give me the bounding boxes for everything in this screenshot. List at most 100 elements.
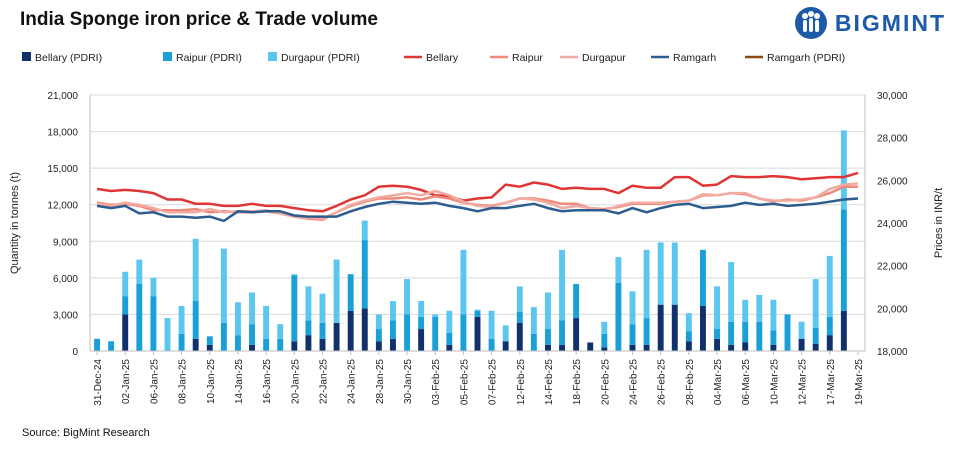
x-tick-label: 05-Feb-25 bbox=[459, 359, 470, 406]
bar-durgapur-pdri bbox=[333, 259, 340, 323]
x-tick-label: 04-Mar-25 bbox=[713, 359, 724, 406]
bar-raipur-pdri bbox=[418, 316, 425, 330]
y-right-tick-label: 30,000 bbox=[877, 91, 908, 102]
y-right-tick-label: 20,000 bbox=[877, 304, 908, 315]
bar-raipur-pdri bbox=[220, 322, 227, 351]
bar-durgapur-pdri bbox=[389, 301, 396, 321]
chart-legend: Bellary (PDRI) Raipur (PDRI) Durgapur (PDR… bbox=[22, 52, 845, 64]
bar-bellary-pdri bbox=[812, 343, 819, 351]
bar-bellary-pdri bbox=[840, 310, 847, 351]
bar-durgapur-pdri bbox=[446, 310, 453, 333]
bar-raipur-pdri bbox=[361, 240, 368, 309]
bar-durgapur-pdri bbox=[742, 299, 749, 322]
bar-raipur-pdri bbox=[319, 322, 326, 339]
x-tick-label: 31-Dec-24 bbox=[93, 359, 104, 406]
x-tick-label: 14-Feb-25 bbox=[544, 359, 555, 406]
bar-durgapur-pdri bbox=[220, 248, 227, 323]
bar-raipur-pdri bbox=[530, 333, 537, 351]
bar-durgapur-pdri bbox=[291, 274, 298, 276]
legend-swatch bbox=[163, 52, 172, 61]
bar-raipur-pdri bbox=[756, 321, 763, 351]
bar-durgapur-pdri bbox=[277, 324, 284, 339]
y-left-tick-label: 15,000 bbox=[47, 164, 78, 175]
bar-bellary-pdri bbox=[319, 338, 326, 351]
bar-raipur-pdri bbox=[601, 333, 608, 348]
bar-bellary-pdri bbox=[629, 344, 636, 351]
legend-label: Ramgarh (PDRI) bbox=[767, 52, 845, 64]
bar-bellary-pdri bbox=[798, 338, 805, 351]
bar-durgapur-pdri bbox=[615, 257, 622, 283]
bar-durgapur-pdri bbox=[643, 249, 650, 319]
bar-raipur-pdri bbox=[488, 338, 495, 351]
y-left-tick-label: 3,000 bbox=[53, 310, 78, 321]
legend-label: Bellary (PDRI) bbox=[35, 52, 102, 64]
x-tick-label: 14-Jan-25 bbox=[234, 359, 245, 404]
bar-durgapur-pdri bbox=[164, 318, 171, 351]
x-tick-label: 03-Feb-25 bbox=[431, 359, 442, 406]
bar-raipur-pdri bbox=[685, 331, 692, 342]
bar-raipur-pdri bbox=[474, 310, 481, 317]
bar-durgapur-pdri bbox=[178, 305, 185, 334]
bar-bellary-pdri bbox=[601, 347, 608, 351]
bar-durgapur-pdri bbox=[685, 313, 692, 332]
bar-durgapur-pdri bbox=[502, 325, 509, 342]
bar-bellary-pdri bbox=[305, 335, 312, 351]
legend-label: Raipur (PDRI) bbox=[176, 52, 242, 64]
line-ramgarh bbox=[96, 197, 859, 223]
bar-bellary-pdri bbox=[192, 338, 199, 351]
bar-raipur-pdri bbox=[150, 296, 157, 351]
bar-bellary-pdri bbox=[685, 341, 692, 351]
x-tick-label: 28-Jan-25 bbox=[375, 359, 386, 404]
line-series bbox=[96, 171, 859, 223]
bar-raipur-pdri bbox=[460, 314, 467, 351]
bar-durgapur-pdri bbox=[812, 279, 819, 328]
bar-raipur-pdri bbox=[305, 320, 312, 336]
bar-raipur-pdri bbox=[714, 329, 721, 339]
x-tick-label: 20-Feb-25 bbox=[600, 359, 611, 406]
bar-durgapur-pdri bbox=[657, 242, 664, 305]
bar-bellary-pdri bbox=[502, 341, 509, 351]
bar-bellary-pdri bbox=[474, 316, 481, 351]
bar-raipur-pdri bbox=[263, 338, 270, 351]
x-tick-label: 07-Feb-25 bbox=[488, 359, 499, 406]
x-tick-label: 17-Mar-25 bbox=[826, 359, 837, 406]
bar-bellary-pdri bbox=[333, 322, 340, 351]
bar-bellary-pdri bbox=[206, 344, 213, 351]
bar-raipur-pdri bbox=[94, 338, 101, 351]
bar-durgapur-pdri bbox=[559, 249, 566, 321]
bar-raipur-pdri bbox=[826, 316, 833, 336]
bar-durgapur-pdri bbox=[263, 305, 270, 339]
y-right-axis-title: Prices in INR/t bbox=[933, 188, 945, 258]
x-tick-label: 26-Feb-25 bbox=[657, 359, 668, 406]
bar-bellary-pdri bbox=[361, 308, 368, 351]
bar-bellary-pdri bbox=[714, 338, 721, 351]
legend-swatch bbox=[22, 52, 31, 61]
y-right-tick-label: 28,000 bbox=[877, 134, 908, 145]
bar-raipur-pdri bbox=[192, 301, 199, 339]
bar-durgapur-pdri bbox=[404, 279, 411, 315]
brand-name: BIGMINT bbox=[834, 9, 946, 36]
bar-bellary-pdri bbox=[291, 341, 298, 351]
bar-raipur-pdri bbox=[812, 327, 819, 344]
bar-durgapur-pdri bbox=[601, 321, 608, 334]
bar-raipur-pdri bbox=[178, 333, 185, 351]
legend-label: Ramgarh bbox=[673, 52, 716, 64]
bar-durgapur-pdri bbox=[798, 321, 805, 339]
bar-durgapur-pdri bbox=[375, 314, 382, 330]
bar-durgapur-pdri bbox=[714, 286, 721, 330]
y-right-tick-label: 22,000 bbox=[877, 262, 908, 273]
x-tick-label: 10-Jan-25 bbox=[206, 359, 217, 404]
bar-raipur-pdri bbox=[432, 316, 439, 351]
bar-bellary-pdri bbox=[375, 341, 382, 351]
bar-raipur-pdri bbox=[249, 324, 256, 345]
chart-title: India Sponge iron price & Trade volume bbox=[20, 9, 378, 30]
bar-bellary-pdri bbox=[699, 305, 706, 351]
bar-raipur-pdri bbox=[840, 209, 847, 311]
x-tick-label: 30-Jan-25 bbox=[403, 359, 414, 404]
bar-bellary-pdri bbox=[643, 344, 650, 351]
bigmint-logo-icon bbox=[794, 7, 827, 39]
bar-durgapur-pdri bbox=[488, 310, 495, 339]
x-tick-label: 12-Mar-25 bbox=[798, 359, 809, 406]
bar-durgapur-pdri bbox=[629, 291, 636, 325]
y-left-tick-label: 9,000 bbox=[53, 237, 78, 248]
